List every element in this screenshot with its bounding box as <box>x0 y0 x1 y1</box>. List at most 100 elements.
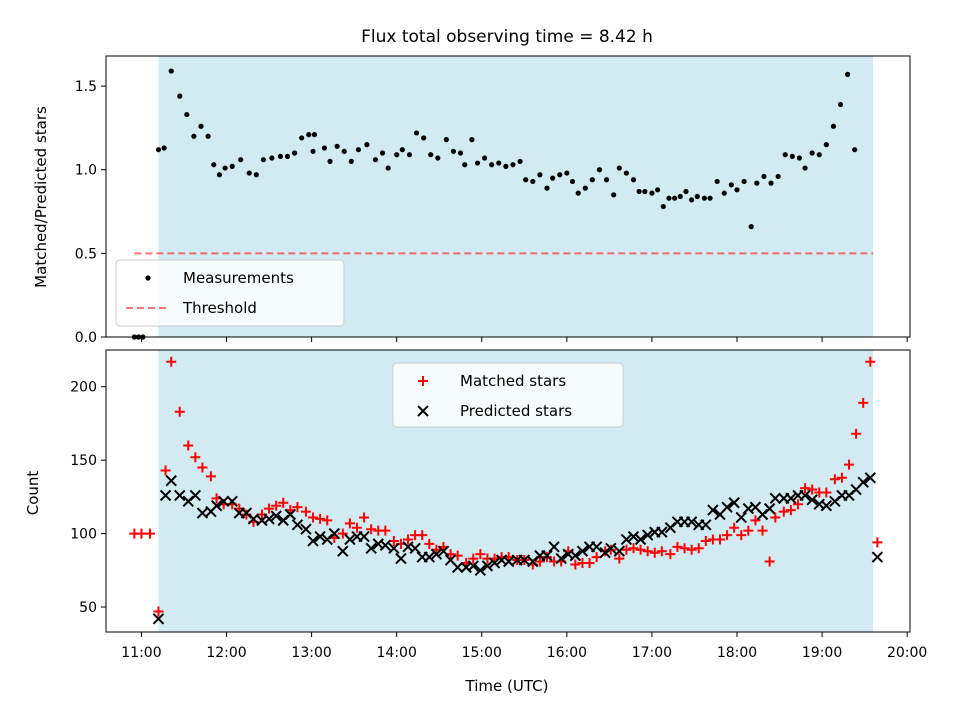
matched-star-point <box>174 406 185 417</box>
x-tick-label: 18:00 <box>717 645 757 661</box>
x-axis-label: Time (UTC) <box>465 677 549 695</box>
measurement-point <box>177 93 183 99</box>
matched-star-point <box>190 452 201 463</box>
measurement-point <box>517 158 523 164</box>
predicted-star-point <box>159 489 172 502</box>
measurement-point <box>348 158 354 164</box>
legend-label: Predicted stars <box>460 402 572 420</box>
x-tick-label: 17:00 <box>632 645 672 661</box>
measurement-point <box>707 195 713 201</box>
measurement-point <box>355 147 362 153</box>
measurement-point <box>364 142 370 148</box>
measurement-point <box>721 190 727 196</box>
measurement-point <box>474 160 481 166</box>
measurement-point <box>775 173 781 180</box>
measurement-point <box>428 152 434 158</box>
matched-star-point <box>424 538 435 549</box>
measurement-point <box>768 180 774 186</box>
matched-star-point <box>160 465 171 476</box>
matched-star-point <box>183 440 194 451</box>
matched-star-point <box>770 512 781 523</box>
measurement-point <box>238 157 244 163</box>
matched-star-point <box>836 472 847 483</box>
predicted-star-point <box>569 549 582 562</box>
measurement-point <box>413 130 420 136</box>
measurement-point <box>748 224 754 230</box>
measurement-point <box>823 142 829 148</box>
measurement-point <box>321 145 327 151</box>
measurement-point <box>489 162 495 168</box>
predicted-star-point <box>481 560 494 572</box>
matched-star-point <box>750 515 761 526</box>
measurement-point <box>211 162 217 168</box>
measurement-point <box>660 203 666 210</box>
measurement-point <box>385 165 391 171</box>
matched-star-point <box>714 534 725 545</box>
bottom-panel: 11:00 12:00 13:00 14:00 15:00 16:00 17:00 18:00… <box>70 349 927 661</box>
measurement-point <box>510 162 516 168</box>
legend-predicted-marker <box>417 405 429 417</box>
predicted-star-point <box>409 542 421 554</box>
matched-star-point <box>308 512 319 523</box>
y-tick-label: 1.5 <box>75 79 97 95</box>
matched-star-point <box>380 525 391 536</box>
matched-star-point <box>278 497 289 508</box>
predicted-star-point <box>437 545 450 557</box>
predicted-star-point <box>379 539 392 552</box>
measurement-point <box>845 71 851 77</box>
measurement-point <box>482 155 488 161</box>
matched-star-point <box>621 544 632 555</box>
measurement-point <box>253 172 259 178</box>
measurement-point <box>168 68 174 74</box>
measurement-point <box>530 178 536 185</box>
matched-star-point <box>858 397 869 408</box>
measurement-point <box>462 162 468 168</box>
y-tick-label: 100 <box>70 527 97 543</box>
matched-star-point <box>686 544 697 555</box>
top-ylabel: Matched/Predicted stars <box>32 106 50 288</box>
predicted-star-point <box>820 499 833 512</box>
measurement-point <box>469 137 475 143</box>
matched-star-point <box>359 512 370 523</box>
predicted-star-point <box>785 492 797 505</box>
matched-star-point <box>792 499 803 510</box>
measurement-point <box>306 132 312 138</box>
measurement-point <box>161 145 167 151</box>
matched-star-point <box>614 553 625 564</box>
matched-star-point <box>322 515 333 526</box>
matched-star-point <box>736 530 747 541</box>
measurement-point <box>741 178 747 185</box>
measurement-point <box>299 135 305 141</box>
matched-star-point <box>541 552 552 563</box>
measurement-point <box>603 177 610 183</box>
predicted-star-point <box>474 564 487 577</box>
measurement-point <box>616 165 622 171</box>
matched-star-point <box>144 528 155 539</box>
measurement-point <box>654 187 661 193</box>
matched-star-point <box>635 544 646 555</box>
predicted-star-point <box>451 561 464 574</box>
predicted-star-point <box>388 542 400 554</box>
measurement-point <box>830 123 837 129</box>
matched-star-point <box>656 546 667 557</box>
predicted-star-point <box>806 494 818 506</box>
matched-star-point <box>264 503 275 514</box>
measurement-point <box>216 172 223 178</box>
measurement-point <box>589 177 595 183</box>
predicted-star-point <box>721 501 733 513</box>
predicted-star-point <box>641 529 654 541</box>
predicted-star-point <box>337 545 349 557</box>
predicted-star-point <box>857 476 869 488</box>
predicted-star-point <box>685 516 698 528</box>
predicted-star-point <box>763 502 776 515</box>
matched-star-point <box>315 513 326 524</box>
measurement-point <box>191 133 197 139</box>
matched-star-point <box>800 483 811 494</box>
measurement-point <box>503 163 509 169</box>
matched-star-point <box>785 505 796 516</box>
legend-box <box>392 362 624 428</box>
predicted-star-point <box>541 549 553 562</box>
legend-label: Threshold <box>182 299 257 317</box>
measurement-point <box>327 158 333 164</box>
measurement-point <box>677 193 683 200</box>
